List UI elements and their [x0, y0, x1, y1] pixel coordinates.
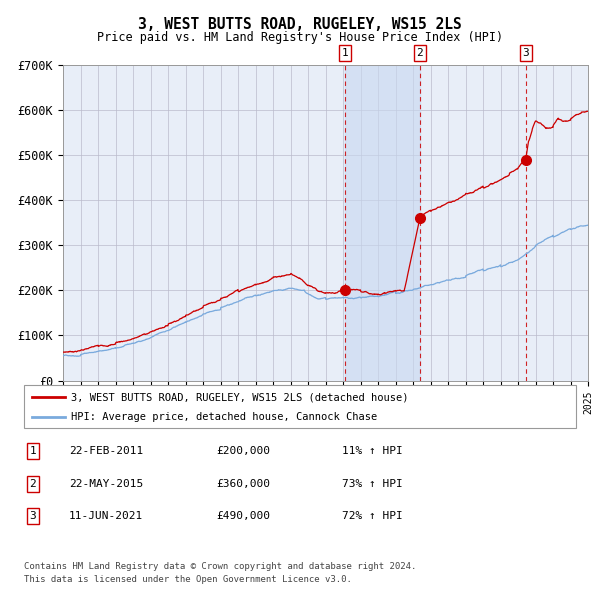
Text: 2: 2: [29, 479, 37, 489]
Text: 73% ↑ HPI: 73% ↑ HPI: [342, 479, 403, 489]
Text: 1: 1: [29, 447, 37, 456]
Text: 3: 3: [523, 48, 529, 58]
Text: 11% ↑ HPI: 11% ↑ HPI: [342, 447, 403, 456]
Text: 3, WEST BUTTS ROAD, RUGELEY, WS15 2LS: 3, WEST BUTTS ROAD, RUGELEY, WS15 2LS: [138, 17, 462, 31]
Text: 3: 3: [29, 512, 37, 521]
FancyBboxPatch shape: [24, 385, 576, 428]
Text: 22-MAY-2015: 22-MAY-2015: [69, 479, 143, 489]
Text: 2: 2: [416, 48, 423, 58]
Text: 1: 1: [342, 48, 349, 58]
Text: 72% ↑ HPI: 72% ↑ HPI: [342, 512, 403, 521]
Text: This data is licensed under the Open Government Licence v3.0.: This data is licensed under the Open Gov…: [24, 575, 352, 584]
Text: HPI: Average price, detached house, Cannock Chase: HPI: Average price, detached house, Cann…: [71, 412, 377, 422]
Text: Contains HM Land Registry data © Crown copyright and database right 2024.: Contains HM Land Registry data © Crown c…: [24, 562, 416, 571]
Text: £360,000: £360,000: [216, 479, 270, 489]
Text: 3, WEST BUTTS ROAD, RUGELEY, WS15 2LS (detached house): 3, WEST BUTTS ROAD, RUGELEY, WS15 2LS (d…: [71, 392, 409, 402]
Text: Price paid vs. HM Land Registry's House Price Index (HPI): Price paid vs. HM Land Registry's House …: [97, 31, 503, 44]
Text: 22-FEB-2011: 22-FEB-2011: [69, 447, 143, 456]
Text: £490,000: £490,000: [216, 512, 270, 521]
Text: 11-JUN-2021: 11-JUN-2021: [69, 512, 143, 521]
Text: £200,000: £200,000: [216, 447, 270, 456]
Bar: [345, 65, 420, 381]
